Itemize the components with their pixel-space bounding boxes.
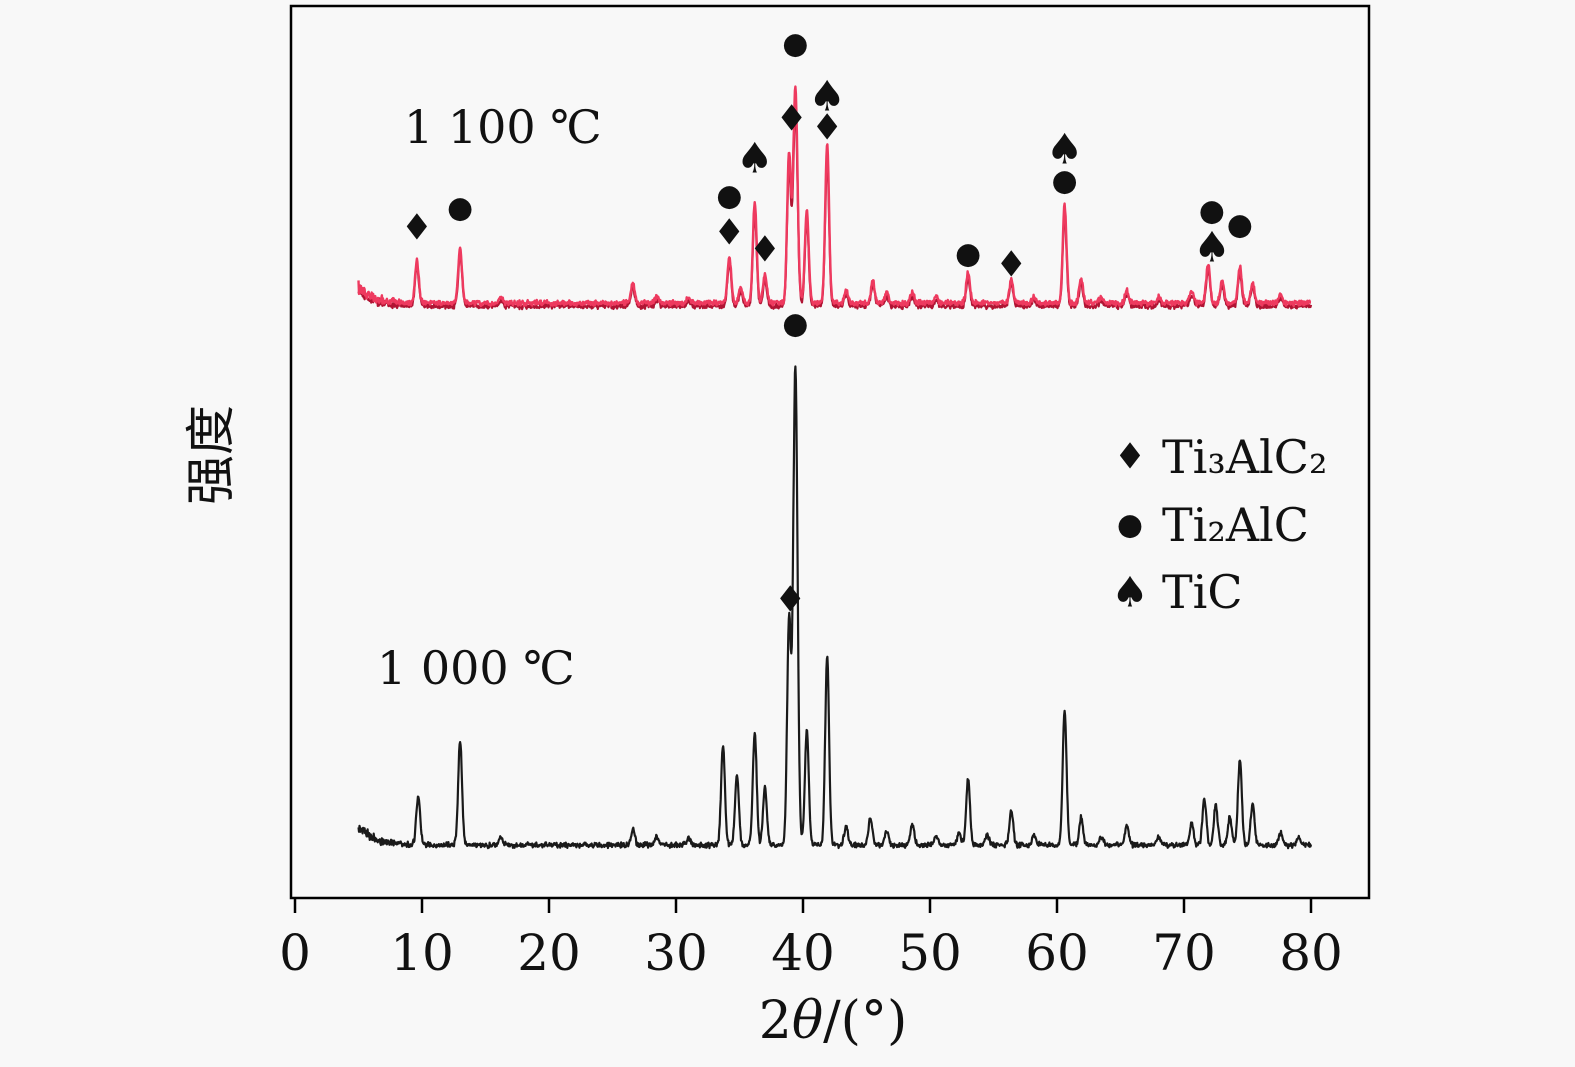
x-axis-label: 2θ/(°) bbox=[759, 991, 908, 1051]
legend-diamond-icon: ♦ bbox=[1114, 437, 1146, 478]
xrd-trace-1000 bbox=[357, 365, 1313, 850]
diamond-marker: ♦ bbox=[811, 108, 843, 149]
spade-marker: ♠ bbox=[736, 134, 774, 183]
x-axis-ticks: 0 10 20 30 40 50 60 70 80 bbox=[279, 898, 1343, 982]
diamond-marker: ♦ bbox=[774, 580, 806, 621]
spade-marker: ♠ bbox=[1193, 223, 1231, 272]
spade-marker: ♠ bbox=[1046, 125, 1084, 174]
circle-marker: ● bbox=[955, 237, 981, 272]
legend-label: Ti₂AlC bbox=[1162, 498, 1309, 552]
legend: ♦ Ti₃AlC₂ ● Ti₂AlC ♠ TiC bbox=[1111, 430, 1327, 619]
x-tick-label: 30 bbox=[644, 924, 708, 982]
series-label-1100: 1 100 ℃ bbox=[404, 100, 602, 154]
diamond-marker: ♦ bbox=[749, 230, 781, 271]
x-tick-label: 10 bbox=[390, 924, 454, 982]
peak-markers: ♦ ● ●♦♠♦●♦ ♠♦● ♦♠●●♠●●♦ bbox=[401, 27, 1253, 621]
legend-spade-icon: ♠ bbox=[1111, 568, 1149, 617]
x-tick-label: 0 bbox=[279, 924, 311, 982]
x-tick-label: 50 bbox=[898, 924, 962, 982]
y-axis-label: 强度 bbox=[182, 405, 240, 505]
x-tick-label: 80 bbox=[1279, 924, 1343, 982]
curves-group bbox=[357, 85, 1313, 850]
plot-border bbox=[289, 4, 1371, 900]
circle-marker: ● bbox=[716, 179, 742, 214]
circle-marker: ● bbox=[1227, 208, 1253, 243]
circle-marker: ● bbox=[782, 307, 808, 342]
circle-marker: ● bbox=[1199, 194, 1225, 229]
circle-marker: ● bbox=[1052, 164, 1078, 199]
spade-marker: ♠ bbox=[808, 72, 846, 121]
legend-label: Ti₃AlC₂ bbox=[1162, 430, 1327, 484]
xrd-trace-1100 bbox=[357, 85, 1312, 308]
x-tick-label: 60 bbox=[1025, 924, 1089, 982]
legend-circle-icon: ● bbox=[1117, 508, 1143, 543]
x-tick-label: 20 bbox=[517, 924, 581, 982]
circle-marker: ● bbox=[447, 191, 473, 226]
x-tick-label: 40 bbox=[771, 924, 835, 982]
diamond-marker: ♦ bbox=[713, 213, 745, 254]
series-label-1000: 1 000 ℃ bbox=[377, 641, 575, 695]
diamond-marker: ♦ bbox=[775, 99, 807, 140]
legend-label: TiC bbox=[1162, 565, 1243, 619]
diamond-marker: ♦ bbox=[401, 208, 433, 249]
x-tick-label: 70 bbox=[1152, 924, 1216, 982]
diamond-marker: ♦ bbox=[995, 245, 1027, 286]
circle-marker: ● bbox=[782, 27, 808, 62]
